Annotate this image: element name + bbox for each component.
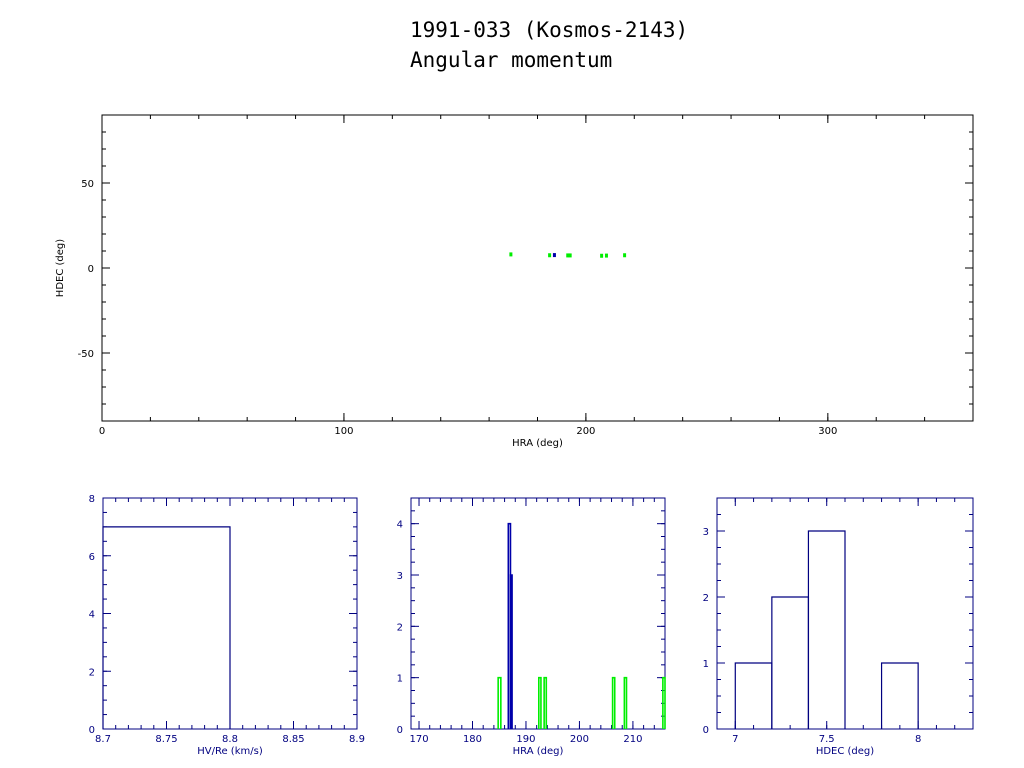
x-tick-label: 7 xyxy=(732,734,738,745)
histogram-bar xyxy=(611,676,616,729)
y-tick-label: 1 xyxy=(397,674,403,685)
y-tick-label: 0 xyxy=(89,725,95,736)
y-tick-label: 2 xyxy=(397,622,403,633)
y-tick-label: 3 xyxy=(703,527,709,538)
y-tick-label: 6 xyxy=(89,552,95,563)
x-tick-label: 300 xyxy=(818,426,837,437)
x-tick-label: 190 xyxy=(516,734,535,745)
histogram-bar xyxy=(623,676,628,729)
y-tick-label: 1 xyxy=(703,659,709,670)
x-tick-label: 180 xyxy=(463,734,482,745)
y-tick-label: 0 xyxy=(397,725,403,736)
x-tick-label: 8.85 xyxy=(282,734,304,745)
y-tick-label: 4 xyxy=(397,520,403,531)
y-tick-label: 0 xyxy=(703,725,709,736)
data-point xyxy=(623,253,627,258)
x-tick-label: 100 xyxy=(334,426,353,437)
y-tick-label: 2 xyxy=(703,593,709,604)
x-tick-label: 210 xyxy=(623,734,642,745)
plot-frame xyxy=(101,114,974,422)
x-axis-label: HDEC (deg) xyxy=(816,746,874,757)
x-tick-label: 200 xyxy=(576,426,595,437)
x-axis-label: HV/Re (km/s) xyxy=(197,746,263,757)
histogram-bar xyxy=(497,676,502,729)
histogram-bar xyxy=(662,676,666,729)
data-point xyxy=(552,253,556,258)
x-tick-label: 7.5 xyxy=(819,734,835,745)
y-tick-label: -50 xyxy=(78,349,94,360)
hdec-histogram-panel: 7 7.5 8 0 1 2 3 HDEC (deg) xyxy=(703,497,974,757)
histogram-bar xyxy=(734,662,773,729)
hra-histogram-panel: 170 180 190 200 210 0 1 2 3 4 HRA (deg) xyxy=(397,497,666,757)
x-tick-label: 8.7 xyxy=(95,734,111,745)
histogram-bar xyxy=(880,662,919,729)
hra-hdec-scatter-panel: 0 100 200 300 -50 0 50 HRA (deg) HDEC (deg) xyxy=(55,114,974,449)
data-point xyxy=(509,252,513,257)
x-tick-label: 8.75 xyxy=(155,734,177,745)
x-axis-label: HRA (deg) xyxy=(512,438,563,449)
x-tick-label: 170 xyxy=(409,734,428,745)
y-tick-label: 0 xyxy=(88,264,94,275)
y-tick-label: 8 xyxy=(89,494,95,505)
histogram-bar xyxy=(509,574,513,729)
y-tick-label: 50 xyxy=(81,179,94,190)
data-point xyxy=(604,253,608,258)
y-tick-label: 3 xyxy=(397,571,403,582)
x-tick-label: 8 xyxy=(915,734,921,745)
hv-histogram-panel: 8.7 8.75 8.8 8.85 8.9 0 2 4 6 8 HV/Re (km/s) xyxy=(89,494,365,757)
y-tick-label: 4 xyxy=(89,610,95,621)
histogram-bar xyxy=(102,526,231,729)
data-point xyxy=(566,253,570,258)
x-axis-label: HRA (deg) xyxy=(513,746,564,757)
histogram-bar xyxy=(771,596,810,729)
figure-title: 1991-033 (Kosmos-2143) xyxy=(410,18,688,42)
data-point xyxy=(548,253,552,258)
x-tick-label: 200 xyxy=(570,734,589,745)
histogram-bar xyxy=(538,676,542,729)
x-tick-label: 0 xyxy=(99,426,105,437)
y-tick-label: 2 xyxy=(89,667,95,678)
x-tick-label: 8.9 xyxy=(349,734,365,745)
histogram-bar xyxy=(807,530,846,729)
data-point xyxy=(568,253,572,258)
figure-subtitle: Angular momentum xyxy=(410,48,612,72)
x-tick-label: 8.8 xyxy=(222,734,238,745)
data-point xyxy=(600,253,604,258)
histogram-bar xyxy=(543,676,548,729)
y-axis-label: HDEC (deg) xyxy=(55,239,66,297)
